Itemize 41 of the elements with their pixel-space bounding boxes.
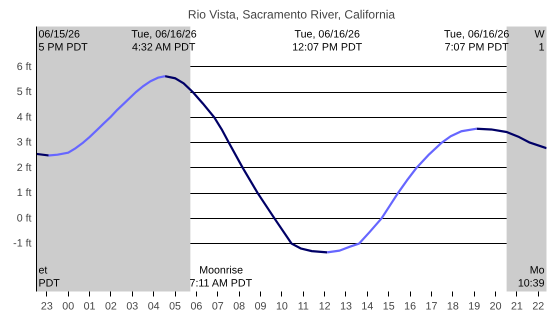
x-tick-label: 03 [126,300,138,312]
x-tick-label: 15 [382,300,395,312]
annotation: Moonrise 7:11 AM PDT [190,264,253,290]
x-tick-label: 06 [190,300,202,312]
x-tick-label: 12 [318,300,331,312]
x-tick-label: 14 [361,300,374,312]
x-tick-label: 16 [404,300,416,312]
x-tick-label: 10 [276,300,288,312]
annotation: Tue, 06/16/26 4:32 AM PDT [131,28,197,54]
x-tick-label: 17 [426,300,438,312]
x-tick-label: 18 [446,300,459,312]
annotation: 06/15/26 5 PM PDT [38,28,88,54]
x-tick-label: 08 [233,300,246,312]
y-tick-label: 6 ft [16,60,32,73]
x-tick-label: 21 [511,300,523,312]
x-tick-label: 04 [148,300,160,312]
y-tick-label: -1 ft [13,238,32,250]
y-tick-label: 0 ft [16,212,32,224]
annotation: Mo 10:39 [518,264,545,290]
y-tick-label: 4 ft [16,111,32,124]
x-tick-label: 05 [169,300,182,312]
annotation: Tue, 06/16/26 12:07 PM PDT [292,28,363,54]
annotation: Tue, 06/16/26 7:07 PM PDT [444,28,510,54]
x-tick-label: 11 [298,300,309,312]
y-tick-label: 3 ft [16,136,32,149]
chart-title: Rio Vista, Sacramento River, California [188,8,396,22]
x-tick-label: 09 [254,300,267,312]
x-tick-label: 07 [212,300,224,312]
x-tick-label: 02 [105,300,117,312]
x-tick-label: 22 [532,300,544,312]
annotation: W 1 [534,28,546,54]
x-tick-label: 23 [40,300,53,312]
x-tick-label: 01 [84,300,96,312]
x-tick-label: 00 [62,300,74,312]
y-tick-label: 1 ft [16,187,32,200]
y-tick-label: 2 ft [16,162,32,174]
y-tick-label: 5 ft [16,86,32,98]
x-tick-label: 20 [490,300,502,312]
x-tick-label: 13 [340,300,352,312]
x-tick-label: 19 [468,300,480,312]
annotation: et PDT [38,264,60,290]
